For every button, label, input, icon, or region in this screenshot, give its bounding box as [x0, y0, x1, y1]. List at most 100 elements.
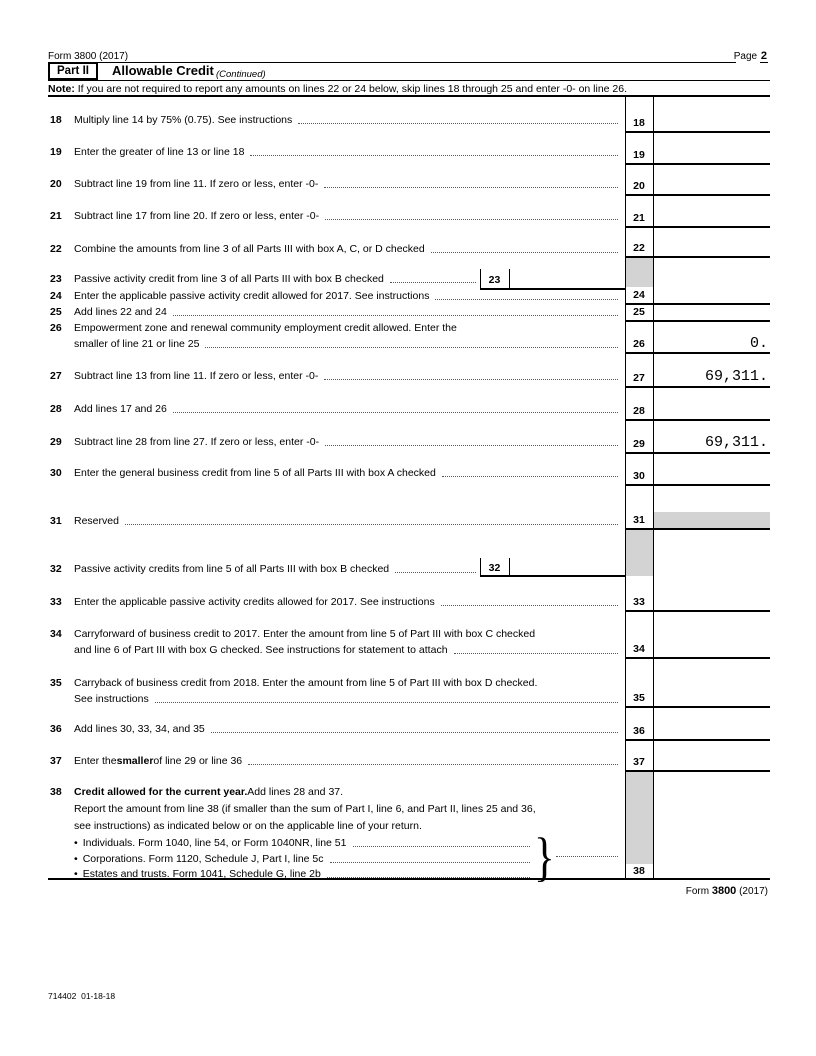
line-24-label: Enter the applicable passive activity cr…: [74, 290, 430, 302]
line-27-box-number: 27: [633, 372, 645, 384]
line-38-bullet-individuals: • Individuals. Form 1040, line 54, or For…: [74, 837, 532, 850]
line-25-number: 25: [50, 306, 62, 318]
line-30-description: 30 Enter the general business credit from…: [50, 467, 620, 480]
line-30-label: Enter the general business credit from l…: [74, 467, 436, 479]
dotted-leader: [205, 347, 618, 348]
line-21-entry-underline: [625, 226, 770, 228]
line-18-box-number: 18: [633, 117, 645, 129]
line-38-box-number: 38: [633, 865, 645, 877]
line-27-description: 27 Subtract line 13 from line 11. If zero…: [50, 370, 620, 383]
dotted-leader: [556, 848, 618, 857]
line-29-number: 29: [50, 436, 62, 448]
line-23-label: Passive activity credit from line 3 of a…: [74, 273, 384, 285]
line-26-description: 26 Empowerment zone and renewal community…: [50, 322, 620, 335]
line-21-description: 21 Subtract line 17 from line 20. If zero…: [50, 210, 620, 223]
line-20-label: Subtract line 19 from line 11. If zero o…: [74, 178, 319, 190]
line-38-paragraph-2: see instructions) as indicated below or …: [74, 820, 620, 833]
line-21-box-number: 21: [633, 212, 645, 224]
line-22-label: Combine the amounts from line 3 of all P…: [74, 243, 425, 255]
shaded-cell-line-38: [626, 771, 653, 864]
line-25-label: Add lines 22 and 24: [74, 306, 167, 318]
line-29-entry-underline: [625, 452, 770, 454]
shaded-cell-line-31: [654, 512, 770, 528]
part-ii-title: Allowable Credit: [112, 63, 214, 78]
line-35-box-number: 35: [633, 692, 645, 704]
line-36-number: 36: [50, 723, 62, 735]
table-vline-left: [625, 97, 626, 878]
line-18-number: 18: [50, 114, 62, 126]
line-24-description: 24 Enter the applicable passive activity …: [50, 290, 620, 303]
bullet-icon: •: [74, 868, 78, 880]
line-38-heading-rest: Add lines 28 and 37.: [247, 786, 344, 798]
footer-form-word: Form: [685, 886, 712, 897]
line-27-amount: 69,311.: [704, 368, 768, 385]
line-31-description: 31 Reserved: [50, 515, 620, 528]
line-26-description-2: smaller of line 21 or line 25: [74, 338, 620, 351]
line-19-label: Enter the greater of line 13 or line 18: [74, 146, 245, 158]
line-37-number: 37: [50, 755, 62, 767]
table-vline-right: [653, 97, 654, 878]
line-23-inline-box-left-tick: [480, 269, 481, 288]
bullet-icon: •: [74, 853, 78, 865]
note-label: Note:: [48, 83, 75, 95]
line-18-entry-underline: [625, 131, 770, 133]
line-38-bullet-1-text: Individuals. Form 1040, line 54, or Form…: [82, 837, 347, 849]
note-text: If you are not required to report any am…: [74, 83, 628, 95]
line-34-description: 34 Carryforward of business credit to 201…: [50, 628, 620, 641]
line-29-label: Subtract line 28 from line 27. If zero o…: [74, 436, 320, 448]
line-31-entry-underline: [625, 528, 770, 530]
line-38-heading-bold: Credit allowed for the current year.: [74, 786, 248, 798]
line-29-box-number: 29: [633, 438, 645, 450]
part-bar-bottom-rule: [48, 80, 770, 81]
line-35-entry-underline: [625, 706, 770, 708]
line-34-description-2: and line 6 of Part III with box G checke…: [74, 644, 620, 657]
line-37-label-post: of line 29 or line 36: [153, 755, 243, 767]
dotted-leader: [325, 219, 618, 220]
line-38-heading: 38 Credit allowed for the current year. A…: [50, 786, 620, 799]
line-33-label: Enter the applicable passive activity cr…: [74, 596, 435, 608]
line-37-description: 37 Enter the smaller of line 29 or line 3…: [50, 755, 620, 768]
footer-form-number: 3800: [711, 885, 737, 897]
line-38-bullet-3-text: Estates and trusts. Form 1041, Schedule …: [82, 868, 321, 880]
line-29-amount: 69,311.: [704, 434, 768, 451]
line-27-entry-underline: [625, 386, 770, 388]
line-20-entry-underline: [625, 194, 770, 196]
dotted-leader: [326, 877, 530, 878]
line-22-entry-underline: [625, 256, 770, 258]
line-32-inline-box-number: 32: [488, 562, 501, 574]
page-word: Page: [733, 51, 760, 62]
line-28-box-number: 28: [633, 405, 645, 417]
line-31-box-number: 31: [633, 514, 645, 526]
line-22-number: 22: [50, 243, 62, 255]
dotted-leader: [324, 187, 618, 188]
line-32-inline-box-left-tick: [480, 558, 481, 575]
line-22-box-number: 22: [633, 242, 645, 254]
line-35-description-2: See instructions: [74, 693, 620, 706]
line-36-label: Add lines 30, 33, 34, and 35: [74, 723, 205, 735]
line-37-label-pre: Enter the: [74, 755, 117, 767]
dotted-leader: [453, 653, 618, 654]
line-33-description: 33 Enter the applicable passive activity …: [50, 596, 620, 609]
line-38-paragraph-2-text: see instructions) as indicated below or …: [74, 820, 422, 832]
dotted-leader: [325, 445, 618, 446]
line-25-box-number: 25: [633, 306, 645, 318]
line-26-label: Empowerment zone and renewal community e…: [74, 322, 457, 334]
table-bottom-rule: [48, 878, 770, 880]
line-38-paragraph-1-text: Report the amount from line 38 (if small…: [74, 803, 536, 815]
line-36-box-number: 36: [633, 725, 645, 737]
line-26-label-2: smaller of line 21 or line 25: [74, 338, 200, 350]
dotted-leader: [248, 764, 618, 765]
line-37-label-bold: smaller: [116, 755, 154, 767]
line-38-number: 38: [50, 786, 62, 798]
dotted-leader: [124, 524, 618, 525]
line-33-entry-underline: [625, 610, 770, 612]
line-33-number: 33: [50, 596, 62, 608]
line-19-number: 19: [50, 146, 62, 158]
line-23-number: 23: [50, 273, 62, 285]
dotted-leader: [395, 572, 476, 573]
line-30-number: 30: [50, 467, 62, 479]
line-20-number: 20: [50, 178, 62, 190]
footer-form-id: Form 3800 (2017): [686, 885, 768, 898]
line-22-description: 22 Combine the amounts from line 3 of all…: [50, 243, 620, 256]
line-28-label: Add lines 17 and 26: [74, 403, 167, 415]
